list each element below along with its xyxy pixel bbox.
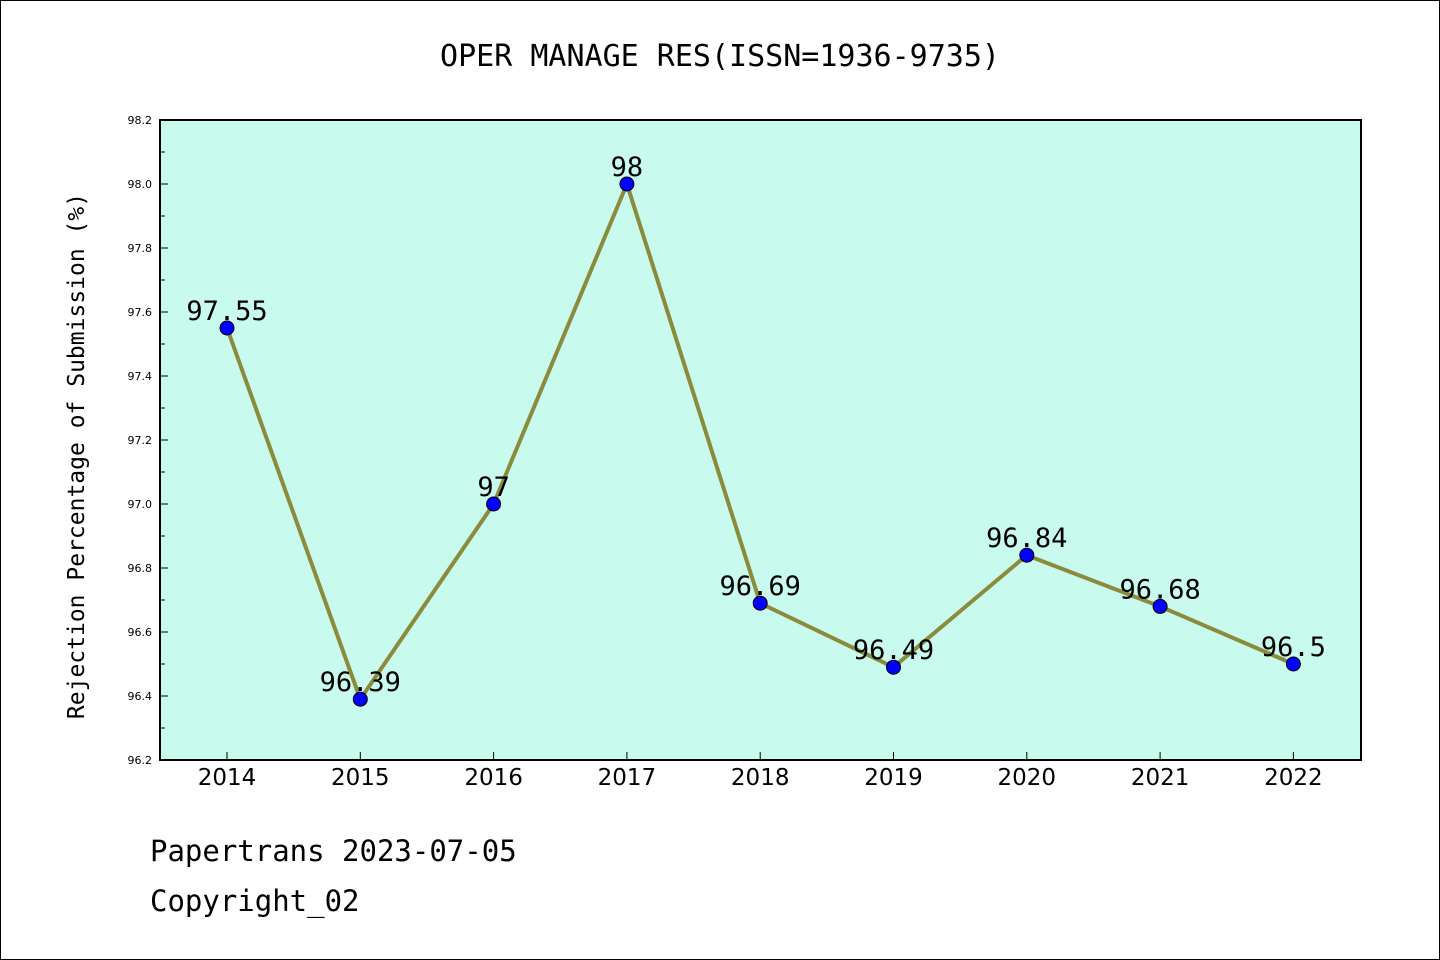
y-tick-label: 96.4 bbox=[128, 690, 153, 703]
x-tick-label: 2019 bbox=[864, 765, 923, 791]
footer-date: Papertrans 2023-07-05 bbox=[150, 834, 517, 868]
data-label: 96.5 bbox=[1261, 632, 1326, 663]
data-point bbox=[752, 595, 768, 611]
y-axis: 96.2 96.4 96.6 96.8 97.0 97.2 97.4 97.6 97.8 98.0… bbox=[128, 114, 168, 767]
y-tick-label: 97.4 bbox=[128, 370, 153, 383]
data-label: 96.68 bbox=[1119, 574, 1200, 605]
data-point bbox=[1285, 656, 1301, 672]
data-label: 96.39 bbox=[320, 667, 401, 698]
x-tick-label: 2018 bbox=[731, 765, 790, 791]
data-points bbox=[219, 176, 1301, 707]
data-label: 98 bbox=[611, 152, 644, 183]
y-tick-label: 98.2 bbox=[128, 114, 153, 127]
footer-copyright: Copyright_02 bbox=[150, 884, 360, 918]
y-axis-label: Rejection Percentage of Submission (%) bbox=[64, 193, 90, 719]
y-tick-label: 97.6 bbox=[128, 306, 153, 319]
plot-area bbox=[160, 120, 1361, 760]
chart-title: OPER MANAGE RES(ISSN=1936-9735) bbox=[440, 39, 1000, 74]
data-labels: 97.55 96.39 97 98 96.69 96.49 96.84 96.68 96.5 bbox=[186, 152, 1326, 698]
plot-border bbox=[159, 119, 1362, 761]
x-tick-label: 2014 bbox=[198, 765, 257, 791]
y-tick-label: 98.0 bbox=[128, 178, 153, 191]
data-label: 96.84 bbox=[986, 523, 1067, 554]
x-tick-label: 2021 bbox=[1131, 765, 1190, 791]
x-tick-label: 2016 bbox=[464, 765, 523, 791]
data-point bbox=[1152, 598, 1168, 614]
y-tick-label: 96.6 bbox=[128, 626, 153, 639]
data-label: 97 bbox=[477, 472, 510, 503]
y-tick-label: 97.2 bbox=[128, 434, 153, 447]
x-tick-label: 2022 bbox=[1264, 765, 1323, 791]
data-point bbox=[1019, 547, 1035, 563]
data-point bbox=[352, 691, 368, 707]
x-tick-label: 2017 bbox=[598, 765, 657, 791]
y-tick-label: 97.8 bbox=[128, 242, 153, 255]
data-point bbox=[219, 320, 235, 336]
data-label: 97.55 bbox=[186, 296, 267, 327]
data-label: 96.69 bbox=[720, 571, 801, 602]
data-point bbox=[886, 659, 901, 675]
x-tick-label: 2015 bbox=[331, 765, 390, 791]
y-tick-label: 96.8 bbox=[128, 562, 153, 575]
y-tick-label: 96.2 bbox=[128, 754, 153, 767]
y-tick-label: 97.0 bbox=[128, 498, 153, 511]
x-axis: 2014 2015 2016 2017 2018 2019 2020 2021 2022 bbox=[198, 752, 1323, 791]
data-point bbox=[619, 176, 635, 192]
x-tick-label: 2020 bbox=[998, 765, 1057, 791]
data-label: 96.49 bbox=[853, 635, 934, 666]
data-point bbox=[486, 496, 502, 512]
